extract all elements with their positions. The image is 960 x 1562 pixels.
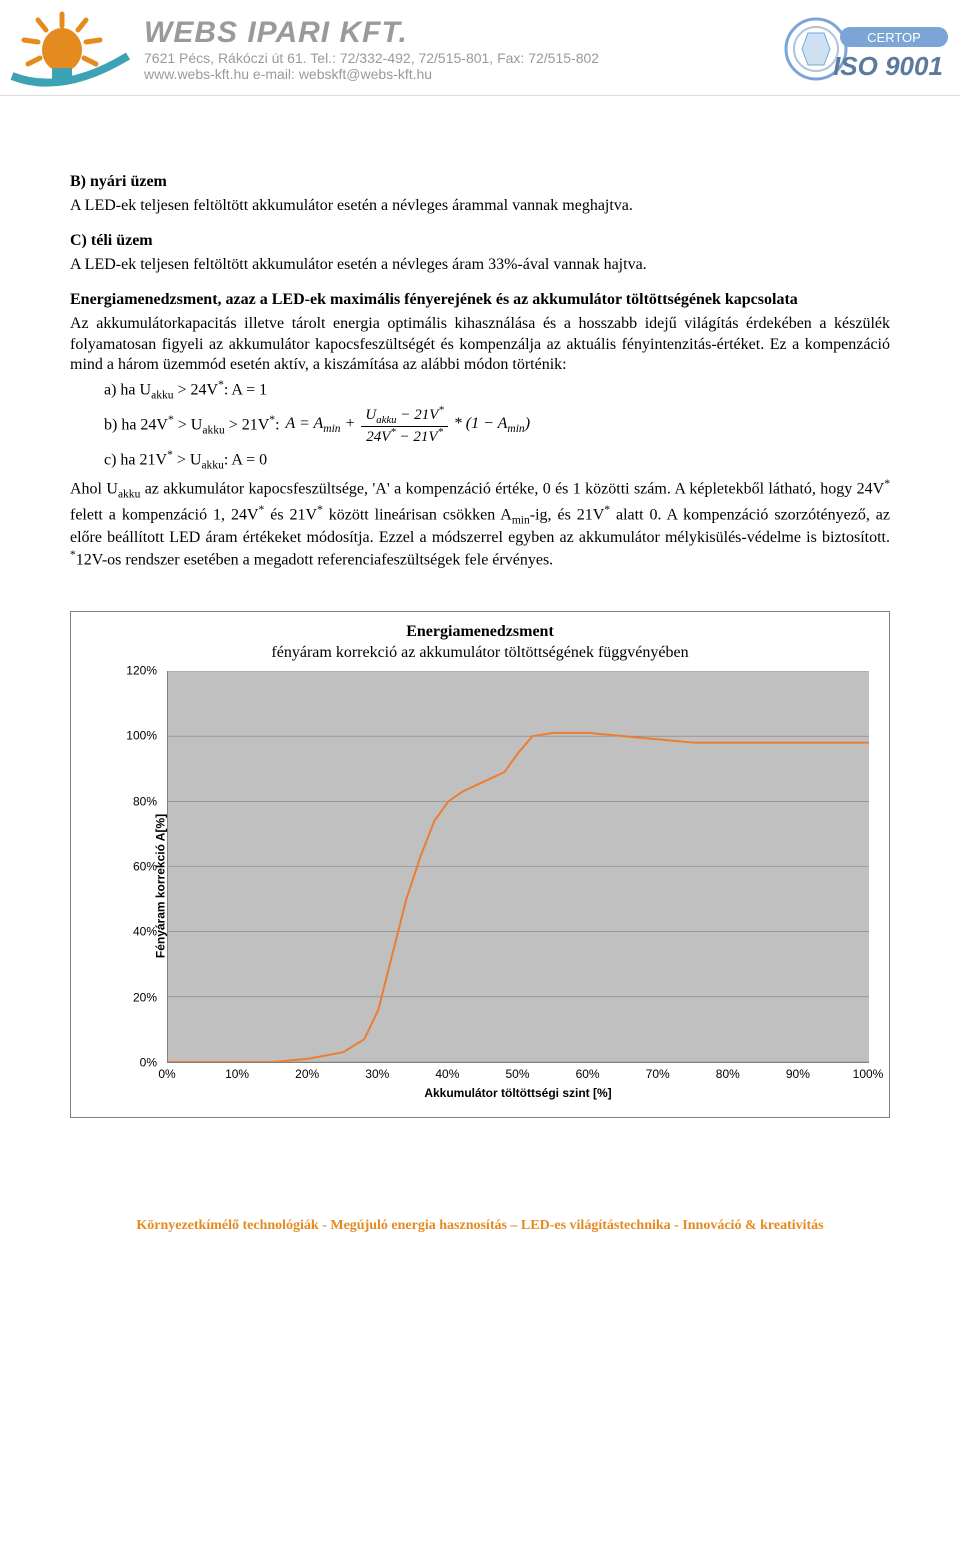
em-head: Energiamenedzsment, azaz a LED-ek maximá… [70,290,890,310]
company-logo [10,6,130,91]
pt-4: között lineárisan csökken A [323,506,512,523]
li-a-2: > 24V [173,381,218,398]
chart-container: Energiamenedzsment fényáram korrekció az… [70,611,890,1118]
f-den-r: − 21V [396,429,438,445]
x-tick: 40% [435,1067,459,1082]
list-item-c: c) ha 21V* > Uakku: A = 0 [104,448,890,473]
list-item-a: a) ha Uakku > 24V*: A = 1 [104,378,890,403]
pt-7: 12V-os rendszer esetében a megadott refe… [76,552,553,569]
li-b-3: > 21V [225,416,270,433]
f-left: A = A [286,415,324,432]
x-tick: 60% [576,1067,600,1082]
page-footer: Környezetkímélő technológiák - Megújuló … [0,1218,960,1244]
company-info: WEBS IPARI KFT. 7621 Pécs, Rákóczi út 61… [144,16,766,82]
li-c-2: > U [173,451,202,468]
formula: A = Amin + Uakku − 21V* 24V* − 21V* * (1… [286,405,531,446]
em-text: Az akkumulátorkapacitás illetve tárolt e… [70,314,890,375]
x-tick: 10% [225,1067,249,1082]
pt-min: min [512,514,530,526]
formula-list: a) ha Uakku > 24V*: A = 1 b) ha 24V* > U… [104,378,890,474]
li-b-2: > U [174,416,203,433]
li-a-1: a) ha U [104,381,151,398]
f-num-l: U [365,407,376,423]
iso-icon: CERTOP ISO 9001 [780,9,950,89]
f-den-star-2: * [438,426,443,438]
frac-den: 24V* − 21V* [362,427,447,446]
pt-2: felett a kompenzáció 1, 24V [70,506,259,523]
y-tick: 100% [126,729,157,744]
li-b-4: : [275,416,279,433]
y-tick: 80% [133,794,157,809]
li-b-prefix: b) ha 24V* > Uakku > 21V*: [104,413,280,438]
pt-5: -ig, és 21V [530,506,605,523]
pt-3: és 21V [264,506,317,523]
x-tick: 50% [505,1067,529,1082]
f-plus: + [341,415,356,432]
iso-badge: CERTOP ISO 9001 [780,9,950,89]
frac-num: Uakku − 21V* [361,405,447,427]
chart-title-sub: fényáram korrekció az akkumulátor töltöt… [271,644,688,661]
formula-right: * (1 − Amin) [454,414,530,437]
sub-akku-2: akku [202,424,224,436]
section-b-text: A LED-ek teljesen feltöltött akkumulátor… [70,196,890,216]
plot-area [167,671,869,1063]
y-tick-labels: 0%20%40%60%80%100%120% [119,671,163,1063]
x-tick: 90% [786,1067,810,1082]
li-b-1: b) ha 24V [104,416,168,433]
pt-1: az akkumulátor kapocsfeszültsége, 'A' a … [140,481,884,498]
pt-0: Ahol U [70,481,118,498]
x-tick: 100% [853,1067,884,1082]
f-close: ) [525,415,530,432]
y-tick: 0% [140,1055,157,1070]
bulb-icon [10,6,130,91]
list-item-b: b) ha 24V* > Uakku > 21V*: A = Amin + Ua… [104,405,890,446]
section-c-text: A LED-ek teljesen feltöltött akkumulátor… [70,255,890,275]
company-web: www.webs-kft.hu e-mail: webskft@webs-kft… [144,66,766,82]
f-min-2: min [507,423,524,435]
sub-akku: akku [151,389,173,401]
f-den-l: 24V [366,429,390,445]
x-tick: 80% [716,1067,740,1082]
y-tick: 20% [133,990,157,1005]
company-name: WEBS IPARI KFT. [144,16,766,50]
f-min: min [323,423,340,435]
document-body: B) nyári üzem A LED-ek teljesen feltöltö… [0,96,960,1138]
li-c-3: : A = 0 [224,451,267,468]
f-right: * (1 − A [454,415,508,432]
chart-title-bold: Energiamenedzsment [406,623,554,640]
chart-area: Fényáram korrekció A[%] 0%20%40%60%80%10… [119,671,875,1101]
plot-wrap [167,671,869,1063]
section-c-head: C) téli üzem [70,231,890,251]
x-axis-label: Akkumulátor töltöttségi szint [%] [167,1086,869,1101]
iso-text: ISO 9001 [833,51,943,81]
section-b-head: B) nyári üzem [70,172,890,192]
x-tick: 20% [295,1067,319,1082]
f-num-akku: akku [376,414,396,426]
y-tick: 60% [133,859,157,874]
x-tick: 0% [158,1067,175,1082]
x-tick: 70% [646,1067,670,1082]
company-address: 7621 Pécs, Rákóczi út 61. Tel.: 72/332-4… [144,50,766,66]
f-num-r: − 21V [397,407,439,423]
plot-svg [168,671,869,1062]
fraction: Uakku − 21V* 24V* − 21V* [361,405,447,446]
x-tick-labels: 0%10%20%30%40%50%60%70%80%90%100% [167,1067,869,1083]
y-tick: 120% [126,663,157,678]
page-header: WEBS IPARI KFT. 7621 Pécs, Rákóczi út 61… [0,0,960,96]
chart-title: Energiamenedzsment fényáram korrekció az… [85,622,875,663]
x-tick: 30% [365,1067,389,1082]
sub-akku-3: akku [201,460,223,472]
pt-akku: akku [118,489,140,501]
certop-text: CERTOP [867,30,921,45]
post-text: Ahol Uakku az akkumulátor kapocsfeszülts… [70,477,890,571]
y-tick: 40% [133,925,157,940]
pt-s1: * [884,478,890,490]
li-c-1: c) ha 21V [104,451,167,468]
li-a-3: : A = 1 [224,381,267,398]
f-num-star: * [438,404,443,416]
formula-left: A = Amin + [286,414,356,437]
